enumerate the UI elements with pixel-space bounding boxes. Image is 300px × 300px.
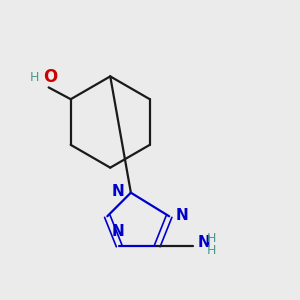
Text: H: H bbox=[30, 71, 40, 84]
Text: N: N bbox=[112, 184, 124, 199]
Text: H: H bbox=[207, 244, 216, 256]
Text: N: N bbox=[111, 224, 124, 239]
Text: N: N bbox=[198, 235, 211, 250]
Text: H: H bbox=[207, 232, 216, 245]
Text: N: N bbox=[176, 208, 188, 223]
Text: O: O bbox=[43, 68, 57, 86]
